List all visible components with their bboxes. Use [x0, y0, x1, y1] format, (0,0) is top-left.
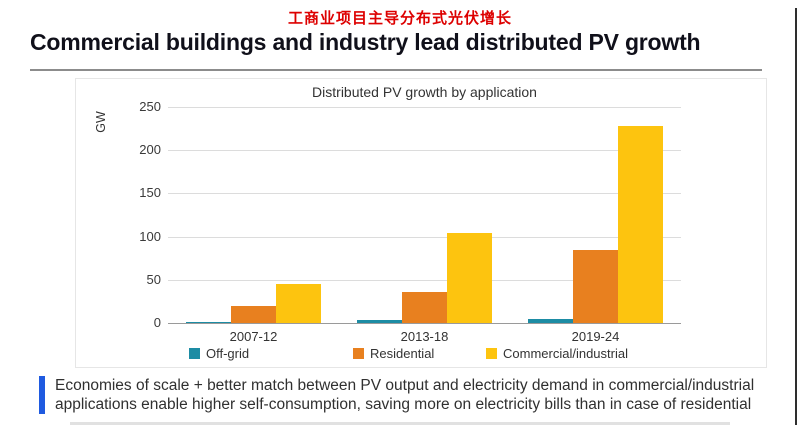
gridline-200 [168, 150, 681, 152]
chart-title: Distributed PV growth by application [312, 84, 537, 100]
bar-off-grid-2019-24 [528, 319, 573, 323]
y-tick-200: 200 [139, 142, 161, 158]
page-title: Commercial buildings and industry lead d… [30, 29, 701, 55]
image-bottom-edge [70, 422, 730, 425]
image-right-border [795, 8, 797, 425]
gridline-250 [168, 107, 681, 108]
x-tick-2013-18: 2013-18 [400, 329, 449, 344]
legend-item-residential: Residential [353, 346, 434, 361]
caption-block: Economies of scale + better match betwee… [39, 376, 754, 414]
bar-residential-2019-24 [573, 250, 618, 323]
bar-commercial-industrial-2007-12 [276, 284, 321, 323]
caption-accent-bar [39, 376, 45, 414]
heading-divider [30, 69, 762, 71]
gridline-150 [168, 193, 681, 195]
plot-area: 0 50 100 150 200 250 2007-12 2013-18 2019-24 Off-… [76, 79, 766, 367]
legend-item-commercial-industrial: Commercial/industrial [486, 346, 628, 361]
bar-chart: Distributed PV growth by application GW … [75, 78, 767, 368]
chinese-title: 工商业项目主导分布式光伏增长 [287, 10, 512, 27]
legend-label-off-grid: Off-grid [206, 346, 250, 361]
y-tick-150: 150 [139, 185, 161, 201]
y-tick-100: 100 [139, 228, 161, 244]
legend-swatch-residential [353, 348, 364, 359]
y-tick-50: 50 [146, 271, 161, 287]
bar-residential-2007-12 [231, 306, 276, 323]
legend-label-commercial-industrial: Commercial/industrial [503, 346, 628, 361]
gridline-50 [168, 279, 681, 281]
bar-commercial-industrial-2019-24 [618, 126, 663, 323]
x-tick-2007-12: 2007-12 [229, 329, 278, 344]
legend-label-residential: Residential [370, 346, 435, 361]
x-tick-2019-24: 2019-24 [571, 329, 620, 344]
y-tick-0: 0 [153, 315, 161, 330]
bar-commercial-industrial-2013-18 [447, 233, 492, 323]
legend-swatch-off-grid [189, 348, 200, 359]
legend-swatch-commercial-industrial [486, 348, 497, 359]
legend-item-off-grid: Off-grid [189, 346, 249, 361]
bar-off-grid-2013-18 [357, 320, 402, 323]
caption-text: Economies of scale + better match betwee… [55, 376, 754, 414]
bar-residential-2013-18 [402, 292, 447, 323]
caption-line-2: applications enable higher self-consumpt… [55, 396, 752, 413]
y-tick-250: 250 [139, 99, 161, 114]
bar-off-grid-2007-12 [186, 322, 231, 323]
caption-line-1: Economies of scale + better match betwee… [55, 377, 755, 394]
x-axis-line [168, 323, 681, 324]
gridline-100 [168, 236, 681, 238]
